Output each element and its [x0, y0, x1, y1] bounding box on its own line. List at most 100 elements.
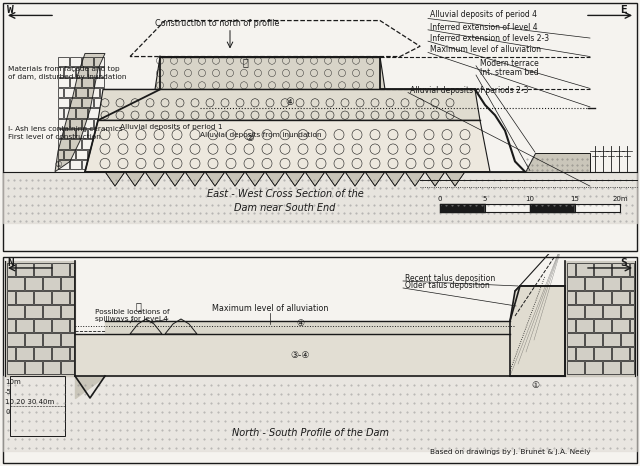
Bar [58, 129, 63, 138]
Text: 10m: 10m [5, 379, 20, 385]
Bar [58, 78, 68, 87]
Bar [61, 362, 74, 375]
Bar [6, 362, 24, 375]
Bar [51, 348, 68, 361]
Text: Maximum level of alluviation: Maximum level of alluviation [430, 46, 541, 55]
Bar [584, 334, 602, 347]
Text: ②: ② [246, 133, 254, 143]
Bar [593, 320, 611, 332]
Text: ①: ① [54, 159, 61, 169]
Bar [58, 160, 68, 169]
Text: ⓤ: ⓤ [242, 57, 248, 67]
Bar [88, 150, 99, 159]
Bar [575, 348, 593, 361]
Text: ①: ① [531, 381, 539, 390]
Bar [621, 277, 634, 290]
Text: ③-④: ③-④ [291, 351, 310, 360]
Text: ④: ④ [296, 319, 304, 328]
Polygon shape [165, 319, 197, 334]
Text: 0: 0 [5, 409, 10, 415]
Bar [58, 139, 68, 149]
Bar [15, 348, 33, 361]
Bar [93, 78, 104, 87]
Bar [70, 119, 81, 128]
Polygon shape [165, 171, 185, 186]
Polygon shape [145, 171, 165, 186]
Bar [70, 160, 81, 169]
Bar [61, 306, 74, 318]
Bar [70, 291, 74, 304]
Text: E: E [620, 6, 627, 15]
Bar [58, 57, 68, 66]
Bar [81, 57, 93, 66]
Text: W: W [7, 6, 13, 15]
Bar [6, 291, 15, 304]
Bar [58, 98, 68, 108]
Bar [566, 277, 584, 290]
Polygon shape [85, 120, 490, 171]
Bar [630, 263, 634, 276]
Bar [593, 291, 611, 304]
Bar [93, 119, 104, 128]
Bar [584, 362, 602, 375]
Bar [602, 277, 620, 290]
Bar [58, 68, 63, 76]
Text: 15: 15 [571, 196, 579, 201]
Bar [70, 57, 81, 66]
Polygon shape [130, 319, 162, 334]
Text: East - West Cross Section of the: East - West Cross Section of the [207, 189, 364, 199]
Polygon shape [265, 171, 285, 186]
Text: Materials from façade and top: Materials from façade and top [8, 66, 120, 72]
Text: Ⅰ- Ash lens containing ceramics: Ⅰ- Ash lens containing ceramics [8, 125, 123, 131]
Bar [58, 150, 63, 159]
Bar [15, 263, 33, 276]
Bar [76, 109, 86, 118]
Bar [58, 88, 63, 97]
Bar [33, 348, 51, 361]
Bar [93, 57, 104, 66]
Bar [63, 109, 74, 118]
Text: Alluvial deposits of period 4: Alluvial deposits of period 4 [430, 10, 537, 20]
Bar [621, 306, 634, 318]
Bar [566, 291, 575, 304]
Text: of dam, disturbed by inundation: of dam, disturbed by inundation [8, 74, 127, 80]
Bar [621, 362, 634, 375]
Text: North - South Profile of the Dam: North - South Profile of the Dam [232, 428, 388, 438]
Text: Maximum level of alluviation: Maximum level of alluviation [212, 304, 328, 313]
Bar [81, 98, 93, 108]
Text: Dam near South End: Dam near South End [234, 203, 336, 213]
Bar [621, 334, 634, 347]
Bar [51, 291, 68, 304]
Bar [63, 129, 74, 138]
Bar [93, 98, 104, 108]
Polygon shape [98, 89, 480, 120]
Bar [99, 88, 104, 97]
Bar [630, 291, 634, 304]
Text: Alluvial deposits of periods 2-3: Alluvial deposits of periods 2-3 [410, 86, 529, 95]
Text: 20m: 20m [612, 196, 628, 201]
Text: ⓤ: ⓤ [135, 301, 141, 311]
Bar [58, 109, 63, 118]
Bar [566, 348, 575, 361]
Bar [61, 334, 74, 347]
Bar [6, 263, 15, 276]
Bar [611, 320, 628, 332]
Bar [70, 98, 81, 108]
Polygon shape [325, 171, 345, 186]
Polygon shape [185, 171, 205, 186]
Bar [58, 119, 68, 128]
Bar [566, 320, 575, 332]
Bar [6, 306, 24, 318]
Bar [33, 291, 51, 304]
Text: 5: 5 [483, 196, 487, 201]
Bar [24, 362, 42, 375]
Bar [575, 263, 593, 276]
Bar [6, 320, 15, 332]
Bar [81, 119, 93, 128]
Bar [24, 306, 42, 318]
Bar [584, 277, 602, 290]
Bar [611, 348, 628, 361]
Bar [24, 277, 42, 290]
Bar [575, 320, 593, 332]
Bar [575, 291, 593, 304]
